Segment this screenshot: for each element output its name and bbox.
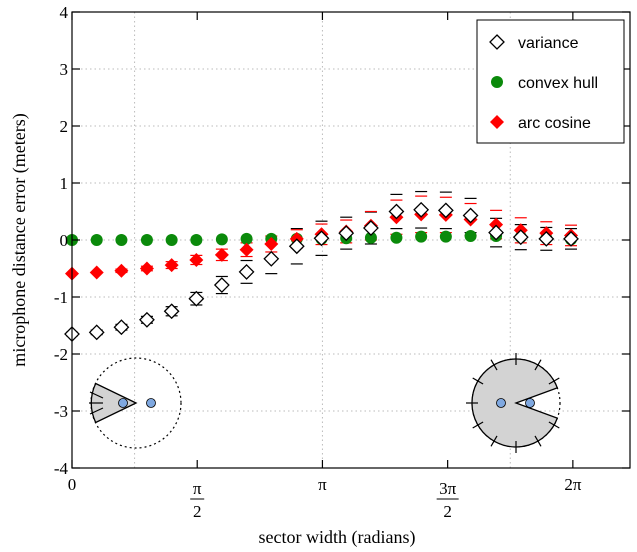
data-point-variance	[113, 319, 130, 336]
data-point-convex-hull	[215, 233, 228, 246]
inset-narrow-mic-2	[146, 398, 156, 408]
data-point-variance	[213, 277, 230, 293]
data-point-convex-hull	[464, 230, 477, 243]
inset-wide-arrow	[534, 435, 542, 447]
data-point-variance	[437, 202, 454, 219]
inset-wide-arrow	[548, 377, 560, 385]
y-tick-label: 4	[60, 3, 69, 22]
data-point-arc-cosine	[214, 247, 229, 262]
x-tick-label: π2	[190, 479, 205, 521]
data-point-variance	[313, 230, 330, 247]
legend-label: variance	[518, 35, 579, 52]
inset-wide-arrow	[548, 421, 560, 429]
y-tick-label: -4	[54, 459, 69, 478]
y-axis-title: microphone distance error (meters)	[9, 113, 30, 366]
data-point-variance	[88, 324, 105, 341]
data-point-arc-cosine	[89, 265, 104, 280]
insets	[89, 353, 561, 453]
inset-wide-arrow	[490, 359, 498, 371]
inset-wide-mic-1	[496, 398, 506, 408]
data-point-convex-hull	[165, 234, 178, 246]
data-point-convex-hull	[140, 234, 153, 246]
inset-narrow-mic-1	[118, 398, 128, 408]
data-point-arc-cosine	[264, 236, 279, 251]
inset-wide-sector	[466, 353, 561, 453]
y-tick-label: 0	[60, 231, 69, 250]
data-point-variance	[413, 201, 430, 218]
legend-label: convex hull	[518, 75, 598, 92]
inset-wide-arrow	[490, 435, 498, 447]
y-tick-label: 2	[60, 117, 69, 136]
x-tick-denominator: 2	[193, 502, 202, 521]
data-markers	[64, 201, 579, 342]
legend-marker-convex-hull	[491, 76, 503, 88]
data-point-variance	[338, 225, 355, 242]
y-tick-label: -2	[54, 345, 68, 364]
y-tick-label: 3	[60, 60, 69, 79]
x-tick-label: 3π2	[436, 479, 459, 521]
y-axis: -4 -3 -2 -1 0 1 2 3 4	[54, 3, 630, 478]
y-tick-label: 1	[60, 174, 69, 193]
inset-wide-circle	[471, 358, 561, 448]
inset-wide-arrow	[534, 359, 542, 371]
data-point-convex-hull	[90, 234, 103, 246]
data-point-convex-hull	[439, 230, 452, 243]
data-point-variance	[238, 264, 255, 280]
legend-marker-variance	[489, 34, 505, 50]
data-point-arc-cosine	[139, 261, 154, 276]
y-tick-label: -1	[54, 288, 68, 307]
legend: variance convex hull arc cosine	[476, 19, 625, 144]
x-tick-text: 0	[68, 475, 77, 494]
data-point-variance	[163, 303, 180, 320]
x-tick-label: π	[318, 475, 327, 494]
data-point-variance	[139, 311, 155, 328]
data-point-arc-cosine	[164, 258, 179, 273]
x-tick-text: 2π	[564, 475, 582, 494]
x-tick-label: 0	[68, 475, 77, 494]
inset-wide-arrow	[472, 421, 484, 429]
data-point-convex-hull	[190, 234, 203, 246]
data-point-variance	[538, 230, 555, 247]
inset-narrow-sector	[89, 357, 182, 449]
data-point-variance	[188, 290, 205, 307]
data-point-arc-cosine	[239, 242, 254, 257]
inset-wide-mic-2	[525, 398, 535, 408]
data-point-arc-cosine	[489, 217, 504, 232]
x-tick-text: π	[318, 475, 327, 494]
data-point-convex-hull	[390, 231, 403, 244]
x-axis-title: sector width (radians)	[259, 527, 416, 548]
legend-marker-arc-cosine	[490, 115, 504, 129]
x-tick-label: 2π	[564, 475, 582, 494]
data-point-convex-hull	[415, 230, 428, 243]
x-tick-numerator: π	[193, 479, 202, 498]
data-point-variance	[512, 229, 529, 246]
inset-narrow-arrows	[89, 391, 104, 415]
data-point-variance	[363, 220, 379, 236]
data-point-variance	[388, 203, 405, 220]
data-point-arc-cosine	[114, 263, 129, 278]
inset-wide-arrows	[466, 353, 560, 453]
data-point-variance	[488, 224, 504, 241]
data-point-convex-hull	[240, 232, 253, 245]
data-point-convex-hull	[115, 234, 128, 246]
data-point-variance	[563, 230, 579, 247]
data-point-variance	[288, 238, 305, 255]
x-tick-denominator: 2	[443, 502, 452, 521]
data-point-arc-cosine	[189, 252, 204, 267]
data-point-variance	[263, 250, 280, 267]
legend-label: arc cosine	[518, 115, 591, 132]
x-tick-numerator: 3π	[439, 479, 457, 498]
data-point-variance	[462, 207, 479, 224]
data-point-convex-hull	[364, 231, 377, 244]
inset-wide-arrow	[472, 377, 484, 385]
y-tick-label: -3	[54, 402, 68, 421]
